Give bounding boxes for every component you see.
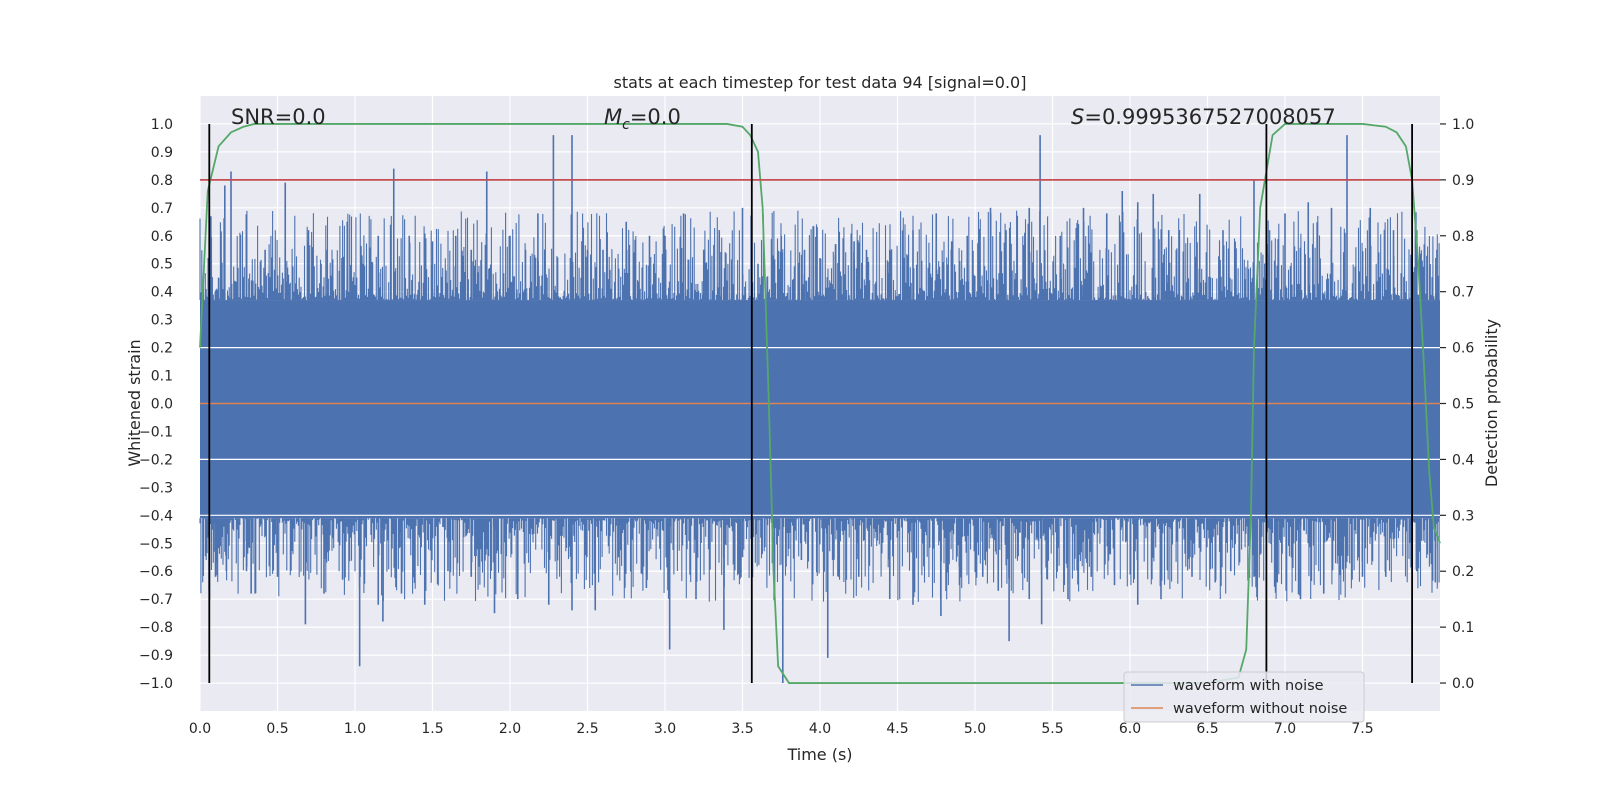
s-value: =0.9995367527008057 — [1084, 105, 1335, 129]
y2-tick-label: 0.9 — [1452, 173, 1474, 189]
y-tick-label: 0.5 — [151, 257, 173, 273]
x-tick-label: 7.5 — [1351, 721, 1373, 737]
y-tick-label: −0.7 — [139, 592, 173, 608]
probability-line — [199, 123, 1441, 684]
y2-tick-label: 1.0 — [1452, 117, 1474, 133]
y-tick-label: −0.4 — [139, 508, 173, 524]
legend-label-clean: waveform without noise — [1173, 701, 1347, 717]
s-annotation: S=0.9995367527008057 — [1071, 105, 1336, 129]
legend-box — [1123, 671, 1365, 723]
chirp-mass-subscript: c — [622, 117, 630, 133]
y2-tick-label: 0.3 — [1452, 508, 1474, 524]
x-tick-label: 5.0 — [964, 721, 986, 737]
y-tick-label: 0.8 — [151, 173, 173, 189]
x-tick-label: 0.5 — [266, 721, 288, 737]
y-tick-label: 0.9 — [151, 145, 173, 161]
chirp-mass-annotation: Mc=0.0 — [604, 105, 681, 133]
x-tick-label: 4.5 — [886, 721, 908, 737]
chirp-mass-value: =0.0 — [630, 105, 681, 129]
x-tick-label: 3.0 — [654, 721, 676, 737]
y2-axis-label: Detection probability — [1482, 319, 1501, 487]
s-symbol: S — [1071, 105, 1084, 129]
y-tick-label: −0.3 — [139, 480, 173, 496]
series-detection-probability — [199, 123, 1441, 684]
x-tick-label: 0.0 — [189, 721, 211, 737]
y-tick-label: 0.4 — [151, 285, 173, 301]
chirp-mass-symbol: M — [604, 105, 622, 129]
noise-band — [200, 300, 1440, 519]
snr-annotation: SNR=0.0 — [231, 105, 326, 129]
y2-tick-label: 0.2 — [1452, 564, 1474, 580]
x-tick-label: 6.5 — [1196, 721, 1218, 737]
y-tick-label: 0.0 — [151, 397, 173, 413]
y-tick-label: −0.8 — [139, 620, 173, 636]
y2-tick-label: 0.5 — [1452, 397, 1474, 413]
y-tick-label: 0.6 — [151, 229, 173, 245]
y-tick-label: 0.1 — [151, 369, 173, 385]
x-tick-label: 3.5 — [731, 721, 753, 737]
y-axis-label: Whitened strain — [125, 339, 144, 466]
legend-label-noise: waveform with noise — [1173, 678, 1324, 694]
legend: waveform with noise waveform without noi… — [1123, 671, 1365, 723]
vertical-markers — [208, 123, 1413, 684]
series-waveform-with-noise — [199, 135, 1440, 684]
y2-tick-label: 0.7 — [1452, 285, 1474, 301]
x-tick-label: 1.0 — [344, 721, 366, 737]
y2-tick-label: 0.1 — [1452, 620, 1474, 636]
y2-tick-label: 0.0 — [1452, 676, 1474, 692]
y2-tick-label: 0.6 — [1452, 341, 1474, 357]
y2-tick-label: 0.4 — [1452, 452, 1474, 468]
x-tick-label: 7.0 — [1274, 721, 1296, 737]
y2-tick-label: 0.8 — [1452, 229, 1474, 245]
y-tick-label: 0.3 — [151, 313, 173, 329]
x-tick-label: 5.5 — [1041, 721, 1063, 737]
y-tick-label: −0.1 — [139, 424, 173, 440]
x-tick-label: 6.0 — [1119, 721, 1141, 737]
axis-ticks: 0.0 0.5 1.0 1.5 2.0 2.5 3.0 3.5 4.0 4.5 5.0 5.5 6.0 6… — [139, 117, 1474, 737]
x-axis-label: Time (s) — [786, 745, 852, 764]
y-tick-label: −0.6 — [139, 564, 173, 580]
x-tick-label: 2.0 — [499, 721, 521, 737]
y-tick-label: −0.5 — [139, 536, 173, 552]
y-tick-label: −0.9 — [139, 648, 173, 664]
x-tick-label: 1.5 — [421, 721, 443, 737]
y-tick-label: 0.2 — [151, 341, 173, 357]
x-tick-label: 4.0 — [809, 721, 831, 737]
y-tick-label: −1.0 — [139, 676, 173, 692]
y-tick-label: 0.7 — [151, 201, 173, 217]
y-tick-label: 1.0 — [151, 117, 173, 133]
y-tick-label: −0.2 — [139, 452, 173, 468]
x-tick-label: 2.5 — [576, 721, 598, 737]
chart-title: stats at each timestep for test data 94 … — [614, 73, 1027, 92]
